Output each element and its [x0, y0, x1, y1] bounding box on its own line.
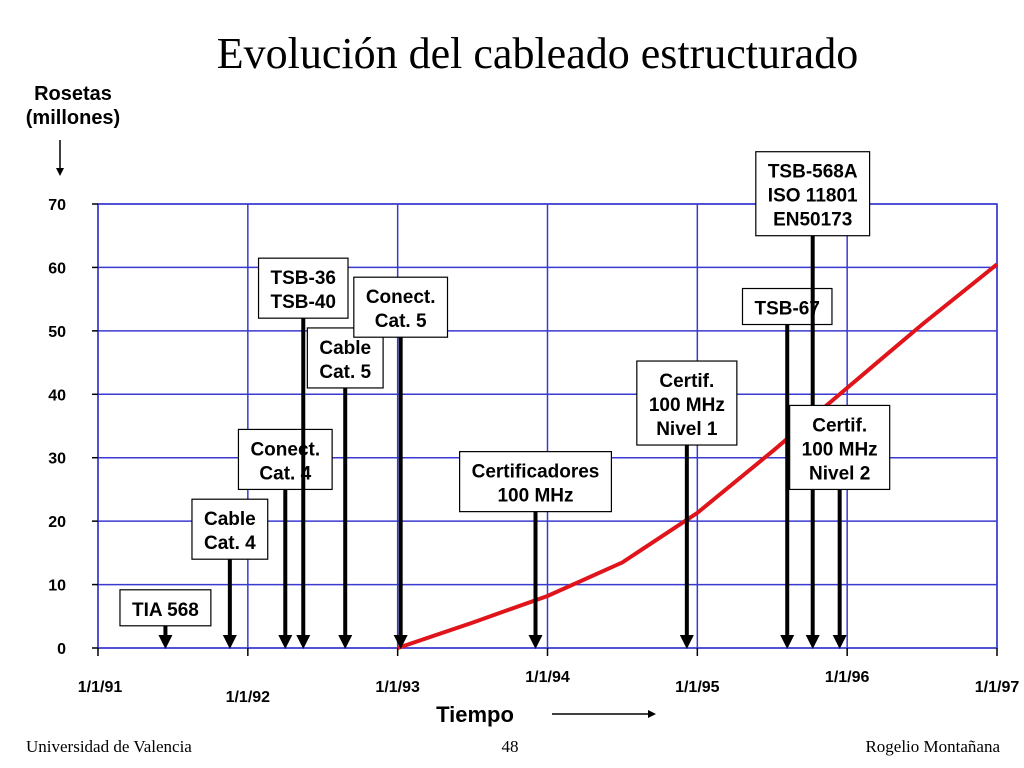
- annotation-text: TSB-40: [271, 292, 336, 313]
- annotation-label: Conect. Cat. 4: [237, 428, 333, 491]
- y-tick-label: 0: [57, 641, 66, 658]
- x-tick-label: 1/1/95: [675, 679, 720, 696]
- annotation-text: Certificadores: [472, 462, 600, 483]
- slide-title: Evolución del cableado estructurado: [216, 29, 859, 78]
- annotation-box: [636, 360, 738, 446]
- annotation-label: TSB-36 TSB-40: [257, 257, 349, 319]
- annotation-text: Nivel 1: [656, 419, 718, 440]
- x-axis-label: Tiempo: [436, 702, 514, 727]
- annotation-arrowhead-icon: [780, 635, 795, 649]
- annotation-text: TSB-568A: [768, 162, 858, 183]
- annotation-label: Conect. Cat. 5: [353, 276, 449, 338]
- annotation-arrowhead-icon: [296, 635, 311, 649]
- annotation-text: ISO 11801: [768, 186, 858, 207]
- annotation-label: Certif. 100 MHz Nivel 1: [636, 360, 738, 446]
- y-tick-label: 40: [48, 387, 66, 404]
- annotation-arrowhead-icon: [832, 635, 847, 649]
- annotation-arrowhead-icon: [679, 635, 694, 649]
- annotation-text: TSB-67: [754, 299, 819, 320]
- annotation-box: [119, 589, 212, 627]
- annotation-label: TSB-568A ISO 11801 EN50173: [755, 151, 871, 237]
- annotation-label: Certificadores 100 MHz: [459, 451, 613, 513]
- x-tick-label: 1/1/96: [825, 669, 870, 686]
- y-label-arrowhead-icon: [56, 168, 64, 176]
- annotation-label: TSB-67: [741, 287, 833, 326]
- page-number: 48: [501, 737, 519, 756]
- annotation-text: 100 MHz: [649, 395, 725, 416]
- annotation-text: 100 MHz: [802, 439, 878, 460]
- annotation-arrowhead-icon: [393, 635, 408, 649]
- annotation-text: EN50173: [773, 210, 852, 231]
- annotation-arrowhead-icon: [278, 635, 293, 649]
- annotation-box: [257, 257, 349, 319]
- annotation-box: [306, 327, 384, 389]
- x-tick-label: 1/1/97: [975, 679, 1020, 696]
- annotation-arrowhead-icon: [158, 635, 173, 649]
- annotation-arrowhead-icon: [805, 635, 820, 649]
- x-tick-label: 1/1/94: [525, 669, 570, 686]
- annotation-text: Cat. 4: [259, 463, 311, 484]
- annotation-text: Cat. 5: [375, 311, 427, 332]
- annotation-label: Cable Cat. 5: [306, 327, 384, 389]
- annotation-text: Conect.: [250, 439, 320, 460]
- y-tick-label: 70: [48, 197, 66, 214]
- annotation-text: TIA 568: [132, 600, 199, 621]
- y-tick-label: 10: [48, 578, 66, 595]
- x-tick-label: 1/1/91: [78, 679, 123, 696]
- annotation-box: [789, 404, 891, 491]
- series-line: [397, 262, 999, 650]
- footer-left: Universidad de Valencia: [26, 737, 192, 756]
- annotation-arrowhead-icon: [528, 635, 543, 649]
- y-tick-label: 60: [48, 260, 66, 277]
- annotation-arrowhead-icon: [338, 635, 353, 649]
- y-tick-label: 20: [48, 514, 66, 531]
- annotation-text: Conect.: [366, 287, 436, 308]
- y-axis-label: Rosetas (millones): [25, 83, 121, 129]
- annotation-arrowhead-icon: [222, 635, 237, 649]
- x-label-arrowhead-icon: [648, 710, 656, 718]
- x-tick-label: 1/1/92: [226, 689, 271, 706]
- annotation-box: [741, 287, 833, 326]
- annotation-text: TSB-36: [271, 268, 336, 289]
- annotation-label: Certif. 100 MHz Nivel 2: [789, 404, 891, 491]
- annotation-text: Cable: [319, 338, 371, 359]
- annotation-label: TIA 568: [119, 589, 212, 627]
- annotation-box: [191, 498, 269, 560]
- annotation-box: [237, 428, 333, 491]
- annotation-box: [353, 276, 449, 338]
- annotation-text: Certif.: [812, 415, 867, 436]
- annotation-text: Nivel 2: [809, 463, 870, 484]
- x-tick-label: 1/1/93: [375, 679, 420, 696]
- annotation-text: Cat. 5: [319, 362, 371, 383]
- footer-right: Rogelio Montañana: [865, 737, 1000, 756]
- annotation-text: Cable: [204, 509, 256, 530]
- y-tick-label: 30: [48, 451, 66, 468]
- annotation-text: Cat. 4: [204, 533, 256, 554]
- annotation-box: [755, 151, 871, 237]
- annotation-box: [459, 451, 613, 513]
- annotation-text: Certif.: [659, 371, 714, 392]
- annotation-text: 100 MHz: [497, 486, 573, 507]
- y-tick-label: 50: [48, 324, 66, 341]
- annotation-label: Cable Cat. 4: [191, 498, 269, 560]
